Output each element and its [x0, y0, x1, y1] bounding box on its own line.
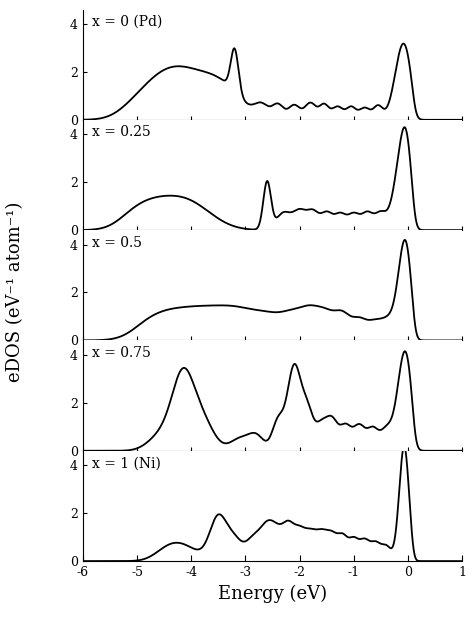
Text: x = 0 (Pd): x = 0 (Pd): [92, 15, 163, 29]
Text: x = 0.5: x = 0.5: [92, 236, 142, 250]
Text: eDOS (eV⁻¹ atom⁻¹): eDOS (eV⁻¹ atom⁻¹): [6, 202, 24, 382]
X-axis label: Energy (eV): Energy (eV): [218, 585, 327, 603]
Text: x = 1 (Ni): x = 1 (Ni): [92, 456, 161, 470]
Text: x = 0.25: x = 0.25: [92, 126, 151, 139]
Text: x = 0.75: x = 0.75: [92, 346, 151, 360]
